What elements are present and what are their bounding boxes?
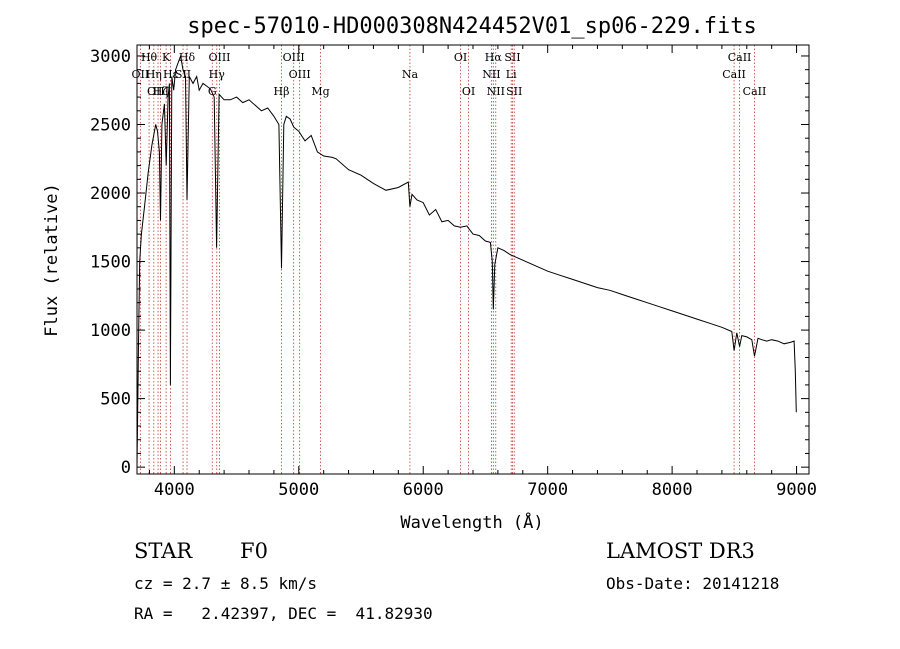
- y-tick-label: 2000: [90, 184, 131, 204]
- line-label: OI: [454, 51, 467, 64]
- line-label: NII: [482, 68, 500, 81]
- x-tick-label: 9000: [776, 480, 817, 500]
- y-axis: 0 500 1000 1500 2000 2500 3000: [90, 47, 809, 478]
- line-label: Hδ: [179, 51, 196, 64]
- line-label: Hζ: [153, 85, 169, 98]
- line-label: Mg: [311, 85, 329, 98]
- coordinates: RA = 2.42397, DEC = 41.82930: [134, 604, 433, 623]
- line-label: Hη: [146, 68, 162, 81]
- line-label: G: [208, 85, 217, 98]
- redshift-velocity: cz = 2.7 ± 8.5 km/s: [134, 574, 318, 593]
- line-label: OIII: [147, 85, 169, 98]
- plot-frame: [136, 44, 810, 475]
- flux-line: [136, 54, 797, 468]
- x-tick-label: 7000: [527, 480, 568, 500]
- line-label: Hγ: [209, 68, 226, 81]
- y-axis-label: Flux (relative): [42, 183, 62, 337]
- object-type: STAR: [134, 539, 193, 563]
- x-axis-label: Wavelength (Å): [400, 511, 543, 533]
- line-label: NII: [487, 85, 505, 98]
- y-tick-label: 2500: [90, 115, 131, 135]
- line-markers: [139, 45, 755, 474]
- line-label: Hβ: [274, 85, 290, 98]
- x-axis: 4000 5000 6000 7000 8000 9000: [148, 45, 817, 500]
- line-label: K: [162, 51, 171, 64]
- y-tick-label: 1000: [90, 321, 131, 341]
- survey-name: LAMOST DR3: [606, 539, 755, 563]
- y-tick-label: 1500: [90, 253, 131, 273]
- y-tick-label: 500: [100, 390, 131, 410]
- x-tick-label: 4000: [154, 480, 195, 500]
- y-tick-label: 0: [121, 458, 131, 478]
- line-label: OIII: [208, 51, 230, 64]
- observation-date: Obs-Date: 20141218: [606, 574, 780, 593]
- line-label: OII: [132, 68, 150, 81]
- line-label: Hα: [485, 51, 503, 64]
- line-label: OIII: [283, 51, 305, 64]
- line-label: CaII: [728, 51, 752, 64]
- line-label: SII: [506, 85, 522, 98]
- line-label: CaII: [743, 85, 767, 98]
- chart-title: spec-57010-HD000308N424452V01_sp06-229.f…: [187, 14, 757, 39]
- line-label: SII: [504, 51, 520, 64]
- line-label: CaII: [722, 68, 746, 81]
- y-tick-label: 3000: [90, 47, 131, 67]
- line-label: OI: [462, 85, 475, 98]
- line-label: Hθ: [141, 51, 158, 64]
- line-label: Na: [402, 68, 419, 81]
- x-tick-label: 5000: [278, 480, 319, 500]
- object-subclass: F0: [240, 539, 268, 563]
- line-label: OIII: [289, 68, 311, 81]
- line-label: Li: [506, 68, 517, 81]
- x-tick-label: 8000: [652, 480, 693, 500]
- line-label: SII: [175, 68, 191, 81]
- x-tick-label: 6000: [403, 480, 444, 500]
